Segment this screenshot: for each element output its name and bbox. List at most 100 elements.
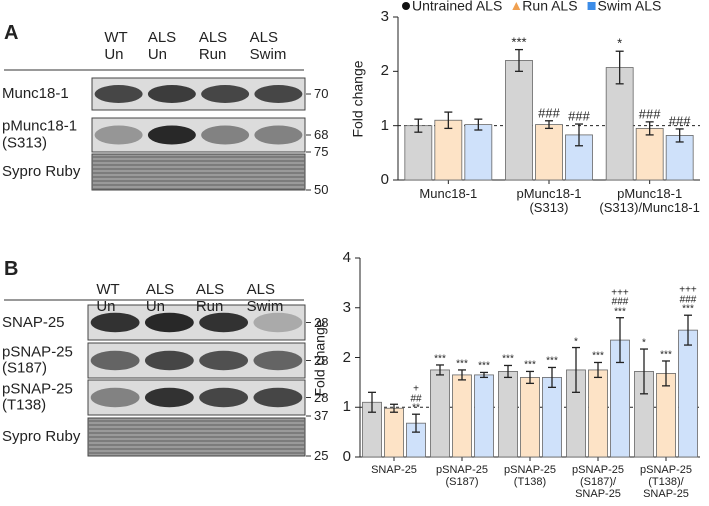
y-tick-label: 3 [380, 7, 389, 25]
legend-marker [587, 2, 596, 10]
blot-band [94, 125, 143, 145]
blot-band [201, 125, 250, 145]
blot-band [253, 312, 303, 333]
blot-band [94, 85, 143, 103]
bar [542, 376, 562, 458]
significance-label: *** [511, 34, 527, 50]
bar [404, 125, 433, 181]
blot-band [147, 85, 196, 103]
significance-label: ### [538, 105, 560, 121]
bar [520, 376, 540, 458]
y-axis-label: Fold change [311, 318, 328, 397]
blot-band [144, 312, 194, 333]
y-axis-label: Fold change [349, 59, 366, 138]
x-tick-label: pSNAP-25 (T138)/ SNAP-25 [640, 464, 692, 501]
bar [535, 124, 563, 181]
y-tick-label: 2 [342, 348, 351, 366]
blot-band [90, 350, 140, 371]
blot-band [90, 312, 140, 333]
y-tick-label: 0 [380, 170, 389, 188]
mw-marker: 25 [314, 447, 329, 463]
significance-label: *** [478, 360, 490, 372]
blot-band [254, 85, 303, 103]
blot-band [199, 350, 249, 371]
significance-label: ### [668, 113, 691, 129]
blot [91, 153, 306, 191]
lane-label: ALS Run [198, 29, 228, 63]
bar [678, 329, 698, 458]
significance-label: *** [456, 358, 468, 370]
blot-band [144, 387, 194, 408]
row-label: pMunc18-1 (S313) [2, 117, 78, 151]
lane-label: ALS Run [195, 281, 225, 315]
significance-label: *** [592, 350, 604, 362]
blot-band [147, 125, 196, 145]
significance-label: *** [524, 359, 536, 371]
mw-marker: 70 [314, 85, 329, 101]
bar [430, 369, 450, 458]
significance-label: +++ ### *** [611, 287, 629, 318]
row-label: Sypro Ruby [2, 427, 81, 445]
significance-label: *** [502, 353, 514, 365]
bar [635, 127, 664, 181]
bar [498, 371, 518, 458]
legend-label: Swim ALS [597, 0, 662, 14]
mw-marker: 37 [314, 407, 329, 423]
significance-label: * [617, 35, 623, 51]
legend-label: Untrained ALS [412, 0, 503, 14]
mw-marker: 28 [314, 314, 329, 330]
significance-label: *** [434, 353, 446, 365]
y-tick-label: 2 [380, 62, 389, 80]
x-tick-label: SNAP-25 [371, 464, 417, 476]
mw-marker: 68 [314, 126, 329, 142]
panel-letter: B [4, 258, 19, 280]
significance-label: *** [660, 349, 672, 361]
x-tick-label: pSNAP-25 (S187)/ SNAP-25 [572, 464, 624, 501]
mw-marker: 50 [314, 181, 329, 197]
row-label: Sypro Ruby [2, 162, 81, 180]
significance-label: * [642, 337, 646, 349]
bar [452, 374, 472, 458]
blot-band [253, 350, 303, 371]
x-tick-label: pSNAP-25 (S187) [436, 464, 488, 489]
blot-band [90, 387, 140, 408]
significance-label: ### [568, 108, 590, 124]
x-tick-label: pSNAP-25 (T138) [504, 464, 556, 489]
lane-label: WT Un [96, 281, 120, 315]
mw-marker: 28 [314, 389, 329, 405]
blot-band [253, 387, 303, 408]
mw-marker: 28 [314, 352, 329, 368]
blot-band [254, 125, 303, 145]
mw-marker: 75 [314, 143, 329, 159]
y-tick-label: 3 [342, 298, 351, 316]
legend-marker [512, 2, 521, 10]
x-tick-label: Munc18-1 [419, 186, 478, 201]
significance-label: ### [638, 106, 661, 122]
blot-band [199, 312, 249, 333]
bar [605, 67, 634, 181]
significance-label: *** [546, 355, 558, 367]
lane-label: WT Un [104, 29, 128, 63]
blot-band [199, 387, 249, 408]
panel-letter: A [4, 22, 19, 44]
row-label: Munc18-1 [2, 84, 69, 102]
y-tick-label: 1 [342, 398, 351, 415]
significance-label: * [574, 336, 578, 348]
bar [665, 135, 694, 181]
legend-marker [402, 2, 410, 10]
bar [464, 124, 493, 181]
x-tick-label: pMunc18-1 (S313) [516, 186, 582, 216]
lane-label: ALS Swim [246, 281, 284, 315]
y-tick-label: 1 [380, 116, 389, 134]
bar [474, 374, 494, 458]
bar [588, 369, 608, 458]
row-label: pSNAP-25 (S187) [2, 343, 73, 377]
significance-label: +++ ### *** [679, 284, 697, 315]
row-label: SNAP-25 [2, 313, 65, 331]
blot [91, 117, 306, 153]
x-tick-label: pMunc18-1 (S313)/Munc18-1 [599, 186, 700, 216]
bar [505, 60, 533, 181]
lane-label: ALS Un [145, 281, 175, 315]
